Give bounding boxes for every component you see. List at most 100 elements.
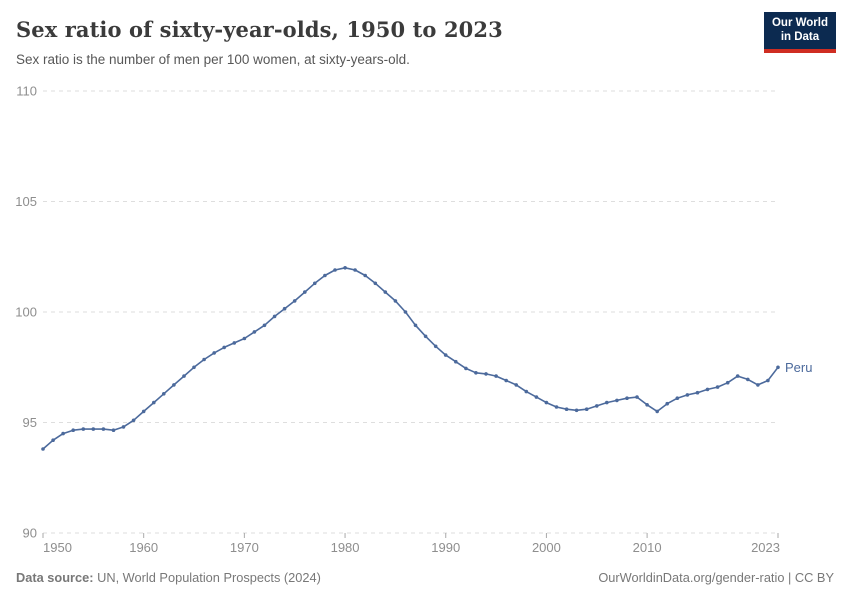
data-point [514,383,518,387]
owid-logo-line2: in Data [780,30,820,43]
data-point [474,371,478,375]
series-line-peru[interactable] [42,266,779,450]
data-point [353,268,357,272]
data-point [595,404,599,408]
x-axis-tick-label: 2010 [633,540,662,555]
data-point [454,359,458,364]
data-point [343,266,347,270]
data-point [464,366,468,371]
data-point [192,365,196,370]
data-point [746,377,750,382]
data-point [323,273,327,278]
page-title: Sex ratio of sixty-year-olds, 1950 to 20… [16,17,503,42]
data-point [665,401,669,406]
series-end-label[interactable]: Peru [785,360,812,375]
data-point [735,374,740,378]
data-point [91,427,96,431]
data-point [574,408,579,413]
data-point [373,281,378,286]
data-point [172,383,176,387]
data-point [152,400,156,405]
data-point [635,395,639,399]
data-point [725,380,730,385]
data-point [262,323,267,328]
data-point [121,425,126,429]
data-point [564,407,569,412]
x-axis-tick-label: 1950 [43,540,72,555]
data-point [272,314,277,319]
data-point [202,357,206,362]
data-point [554,405,559,409]
owid-url-license[interactable]: OurWorldinData.org/gender-ratio | CC BY [598,570,834,585]
x-axis-tick-label: 2023 [751,540,780,555]
data-point [766,378,770,383]
owid-logo[interactable]: Our World in Data [763,12,836,53]
data-point [695,390,700,395]
data-point [484,372,488,376]
data-point [182,374,186,378]
data-point [101,427,106,431]
x-axis-tick-label: 2000 [532,540,561,555]
x-axis-tick-label: 1980 [331,540,360,555]
data-point [403,310,408,314]
data-point [776,365,780,370]
data-point [363,273,368,278]
data-point [51,438,55,443]
data-point [756,383,760,387]
data-point [645,403,649,407]
data-point [111,428,116,433]
data-point [433,344,438,349]
data-point [71,428,75,433]
data-point [544,400,549,405]
x-axis-tick-label: 1960 [129,540,158,555]
data-point [675,396,680,401]
y-axis-tick-label: 110 [16,84,37,99]
data-point [605,400,609,405]
data-point [423,334,428,339]
data-point [41,447,45,451]
data-point [131,418,136,423]
data-point [292,299,297,303]
data-point [705,387,710,392]
data-point [524,389,529,394]
data-point [212,351,216,355]
owid-logo-line1: Our World [771,17,828,29]
data-point [141,409,146,414]
data-source-label: Data source: [16,570,94,585]
chart-footer: Data source: UN, World Population Prospe… [16,570,834,585]
data-point [232,341,237,345]
data-point [494,374,498,378]
y-axis-tick-label: 100 [15,305,37,320]
data-point [252,330,257,334]
chart-subtitle: Sex ratio is the number of men per 100 w… [16,52,410,67]
data-point [534,395,539,399]
data-point [81,427,86,431]
data-point [333,268,337,272]
y-axis-tick-label: 90 [23,526,37,541]
data-point [383,290,388,294]
data-point [242,336,247,341]
y-axis-tick-label: 95 [23,415,37,430]
data-point [413,323,418,328]
data-point [685,393,690,397]
data-point [162,392,166,396]
y-axis-tick-label: 105 [15,194,37,209]
data-point [584,407,589,412]
data-point [222,345,226,350]
x-axis-tick-label: 1990 [431,540,460,555]
data-point [655,409,659,414]
data-point [393,299,398,303]
data-point [443,353,448,357]
x-axis-tick-label: 1970 [230,540,259,555]
data-point [61,431,65,436]
data-source-text: UN, World Population Prospects (2024) [93,570,321,585]
data-point [504,378,509,383]
data-point [615,398,619,403]
data-point [715,385,720,389]
data-point [282,306,287,311]
data-point [625,396,629,401]
data-point [303,290,307,294]
data-source-note: Data source: UN, World Population Prospe… [16,570,321,585]
